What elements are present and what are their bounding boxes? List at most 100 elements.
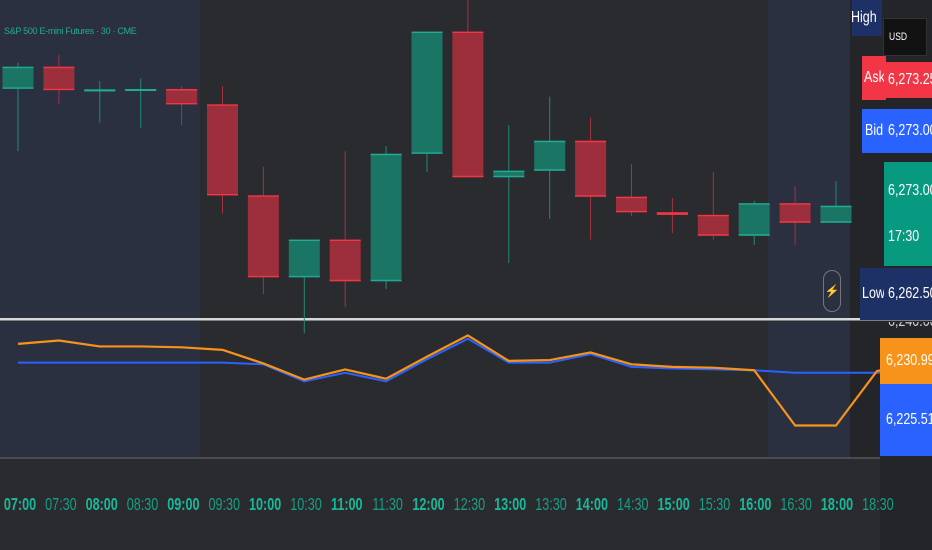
- candle: [43, 55, 75, 105]
- session-shade-left: [0, 0, 200, 318]
- candle-body: [534, 140, 566, 171]
- time-tick-label: 07:00: [4, 495, 36, 515]
- time-tick-label: 18:30: [862, 495, 894, 515]
- candle: [166, 86, 198, 126]
- low-value-tag: 6,262.50: [884, 268, 932, 320]
- candle-body: [43, 66, 75, 91]
- candle-body: [697, 214, 729, 236]
- candle: [411, 31, 443, 172]
- candle-body: [2, 66, 34, 89]
- low-value: 6,262.50: [888, 285, 932, 302]
- time-tick-label: 11:30: [372, 495, 403, 515]
- candle: [738, 200, 770, 245]
- candle-body: [166, 89, 198, 105]
- bid-value: 6,273.00: [888, 122, 932, 139]
- candle-body: [207, 104, 238, 196]
- time-tick-label: 08:00: [86, 495, 118, 515]
- last-price-tag: 6,273.00 17:30: [884, 162, 932, 266]
- candle-body: [738, 203, 770, 236]
- time-tick-label: 11:00: [331, 495, 362, 515]
- bid-tag: Bid: [862, 109, 887, 153]
- candle-body: [247, 195, 279, 278]
- candle-body: [411, 31, 443, 154]
- indicator-top-value: 6,240.00: [888, 322, 932, 331]
- time-tick-label: 15:00: [658, 495, 690, 515]
- candle: [697, 172, 729, 240]
- time-tick-label: 18:00: [821, 495, 853, 515]
- candles: [2, 0, 852, 334]
- bid-value-tag: 6,273.00: [884, 109, 932, 153]
- candle: [575, 117, 607, 240]
- candle-body: [288, 239, 320, 278]
- time-tick-label: 16:00: [739, 495, 771, 515]
- candle-body: [329, 239, 361, 282]
- indicator-orange-tag: 6,230.99: [880, 338, 932, 384]
- time-tick-label: 14:00: [576, 495, 608, 515]
- candle-body: [820, 205, 852, 223]
- indicator-pane: [0, 334, 919, 459]
- bid-label: Bid: [865, 122, 884, 139]
- time-tick-label: 08:30: [127, 495, 159, 515]
- low-label: Low: [862, 285, 885, 302]
- candle: [125, 78, 157, 128]
- time-axis: 07:00 07:30 08:00 08:30 09:00 09:30 10:00 10:30…: [0, 459, 894, 550]
- candle: [370, 146, 402, 289]
- time-tick-label: 12:00: [412, 495, 444, 515]
- lightning-icon[interactable]: ⚡: [823, 270, 841, 312]
- series-blue-line: [18, 337, 918, 383]
- time-tick-label: 09:00: [167, 495, 199, 515]
- candle: [84, 81, 116, 123]
- candle-body: [779, 203, 811, 223]
- time-tick-label: 07:30: [45, 495, 77, 515]
- ask-label: Ask: [864, 69, 885, 86]
- session-shade-left-ind: [0, 322, 200, 457]
- candle: [247, 166, 279, 295]
- high-tag: High: [850, 0, 882, 36]
- indicator-top-tag: 6,240.00: [884, 322, 932, 338]
- time-tick-label: 12:30: [454, 495, 486, 515]
- time-tick-label: 13:00: [494, 495, 526, 515]
- candle: [820, 181, 852, 223]
- candle: [616, 164, 647, 217]
- time-tick-label: 15:30: [699, 495, 731, 515]
- candle: [656, 198, 688, 234]
- time-tick-label: 14:30: [617, 495, 649, 515]
- currency-button[interactable]: USD: [883, 18, 927, 56]
- candle: [493, 125, 525, 263]
- ask-tag: Ask: [862, 56, 886, 100]
- pane-separator[interactable]: [0, 318, 932, 321]
- currency-label: USD: [889, 31, 908, 43]
- candle: [207, 86, 238, 214]
- candle: [288, 239, 320, 334]
- indicator-orange-value: 6,230.99: [886, 352, 932, 369]
- ask-value: 6,273.25: [888, 71, 932, 88]
- low-tag: Low: [860, 268, 886, 320]
- candle: [534, 96, 566, 219]
- candle: [329, 151, 361, 308]
- candle-body: [493, 170, 525, 178]
- candle: [2, 62, 34, 152]
- time-axis-bg: [0, 459, 880, 550]
- candle-body: [616, 196, 647, 213]
- candle-body: [370, 153, 402, 282]
- last-price-value: 6,273.00: [888, 182, 932, 199]
- candle: [452, 0, 484, 178]
- time-tick-label: 10:30: [290, 495, 322, 515]
- bar-countdown: 17:30: [888, 228, 920, 245]
- session-shade-right-ind: [768, 322, 850, 457]
- ask-value-tag: 6,273.25: [884, 62, 932, 98]
- session-shade-right: [768, 0, 850, 318]
- high-label: High: [850, 9, 877, 26]
- time-tick-label: 09:30: [209, 495, 241, 515]
- time-tick-label: 10:00: [249, 495, 281, 515]
- candle-body: [452, 31, 484, 178]
- indicator-blue-tag: 6,225.51: [880, 384, 932, 456]
- time-tick-label: 16:30: [780, 495, 812, 515]
- pane-bottom-cover: [0, 457, 880, 459]
- series-orange-line: [17, 334, 919, 427]
- candle-body: [575, 140, 607, 197]
- candle: [779, 186, 811, 245]
- time-tick-label: 13:30: [535, 495, 567, 515]
- chart-title: S&P 500 E-mini Futures · 30 · CME: [4, 26, 137, 36]
